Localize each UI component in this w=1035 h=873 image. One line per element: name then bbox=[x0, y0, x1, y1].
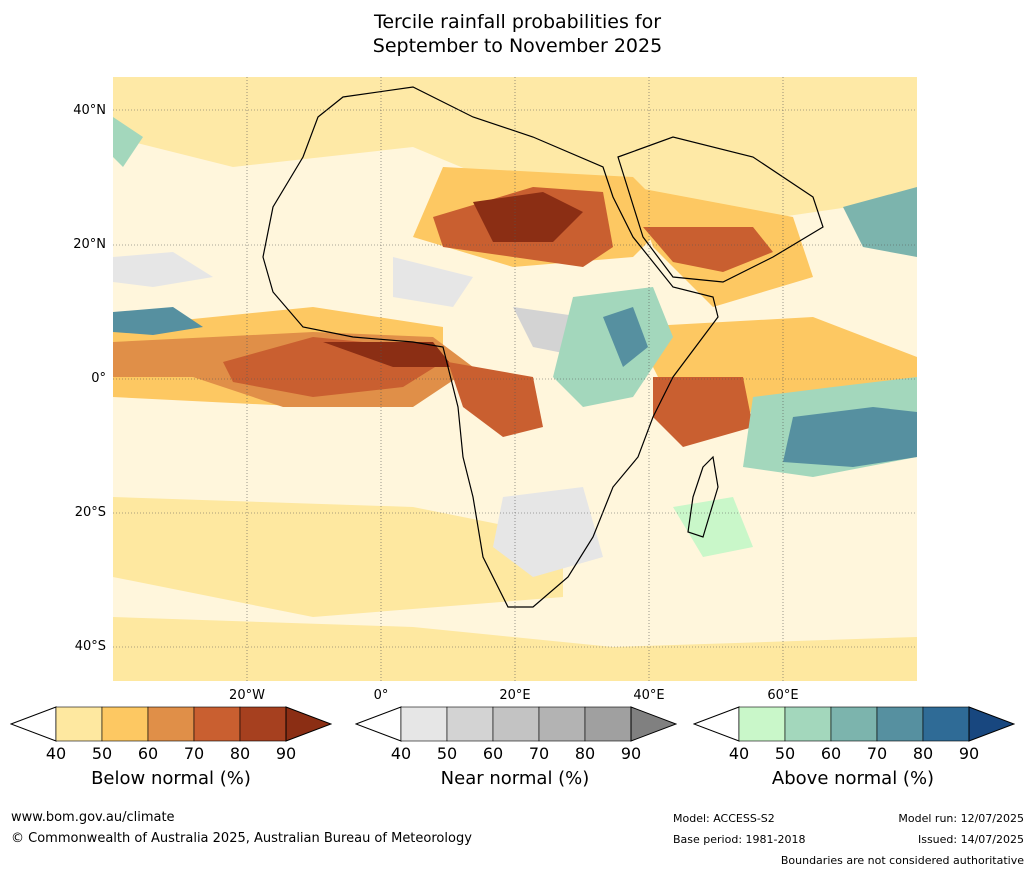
lat-label-20n: 20°N bbox=[73, 237, 106, 252]
colorbar-near-high-extend bbox=[630, 706, 677, 742]
colorbar-above-low-extend bbox=[693, 706, 740, 742]
coastline bbox=[262, 86, 719, 608]
colorbar-below-low-extend bbox=[10, 706, 57, 742]
footer-issued: Issued: 14/07/2025 bbox=[917, 833, 1024, 846]
footer-copyright: © Commonwealth of Australia 2025, Austra… bbox=[11, 831, 472, 846]
colorbar-below-tick: 70 bbox=[183, 744, 205, 763]
colorbar-label-above: Above normal (%) bbox=[771, 768, 935, 789]
colorbar-below-segment bbox=[55, 706, 103, 742]
colorbar-below-segment bbox=[101, 706, 149, 742]
colorbar-near-tick: 40 bbox=[390, 744, 412, 763]
lon-label-40e: 40°E bbox=[633, 688, 665, 703]
lon-label-60e: 60°E bbox=[767, 688, 799, 703]
colorbar-below-segment bbox=[193, 706, 241, 742]
title-line-1: Tercile rainfall probabilities for bbox=[373, 11, 662, 33]
colorbar-above-tick: 90 bbox=[958, 744, 980, 763]
colorbar-near-tick: 60 bbox=[482, 744, 504, 763]
title-line-2: September to November 2025 bbox=[372, 35, 663, 57]
colorbar-above-segment bbox=[738, 706, 786, 742]
footer-website: www.bom.gov.au/climate bbox=[11, 810, 175, 825]
colorbar-near-segment bbox=[492, 706, 540, 742]
colorbar-near-segment bbox=[446, 706, 494, 742]
colorbar-above-tick: 60 bbox=[820, 744, 842, 763]
footer-model-run: Model run: 12/07/2025 bbox=[898, 812, 1024, 825]
colorbar-near-normal bbox=[355, 706, 677, 742]
lon-label-0: 0° bbox=[373, 688, 389, 703]
colorbar-near-tick: 80 bbox=[574, 744, 596, 763]
lat-label-40s: 40°S bbox=[74, 639, 106, 654]
colorbar-below-tick: 90 bbox=[275, 744, 297, 763]
madagascar bbox=[687, 455, 719, 538]
colorbar-near-svg bbox=[355, 706, 677, 742]
lat-label-20s: 20°S bbox=[74, 505, 106, 520]
colorbar-near-tick: 90 bbox=[620, 744, 642, 763]
footer-base-period: Base period: 1981-2018 bbox=[673, 833, 806, 846]
colorbar-above-normal bbox=[693, 706, 1015, 742]
colorbar-label-below: Below normal (%) bbox=[91, 768, 251, 789]
colorbar-below-tick: 40 bbox=[45, 744, 67, 763]
colorbar-above-segment bbox=[784, 706, 832, 742]
colorbar-near-segment bbox=[584, 706, 632, 742]
lat-label-0: 0° bbox=[91, 371, 106, 386]
colorbar-near-segment bbox=[400, 706, 448, 742]
colorbar-above-tick: 80 bbox=[912, 744, 934, 763]
map-title: Tercile rainfall probabilities for Septe… bbox=[0, 10, 1035, 58]
rainfall-probability-map bbox=[113, 77, 917, 681]
colorbar-above-tick: 70 bbox=[866, 744, 888, 763]
colorbar-above-high-extend bbox=[968, 706, 1015, 742]
colorbar-near-low-extend bbox=[355, 706, 402, 742]
colorbar-below-high-extend bbox=[285, 706, 332, 742]
colorbar-below-normal bbox=[10, 706, 332, 742]
lat-label-40n: 40°N bbox=[73, 103, 106, 118]
colorbar-below-tick: 80 bbox=[229, 744, 251, 763]
colorbar-above-tick: 50 bbox=[774, 744, 796, 763]
colorbar-above-segment bbox=[830, 706, 878, 742]
colorbar-below-segment bbox=[239, 706, 287, 742]
graticule bbox=[113, 77, 917, 681]
colorbar-near-tick: 50 bbox=[436, 744, 458, 763]
colorbar-near-tick: 70 bbox=[528, 744, 550, 763]
lon-label-20w: 20°W bbox=[229, 688, 265, 703]
colorbar-below-tick: 50 bbox=[91, 744, 113, 763]
footer-model: Model: ACCESS-S2 bbox=[673, 812, 775, 825]
lon-label-20e: 20°E bbox=[499, 688, 531, 703]
colorbar-below-segment bbox=[147, 706, 195, 742]
colorbar-below-svg bbox=[10, 706, 332, 742]
colorbar-above-tick: 40 bbox=[728, 744, 750, 763]
arabian-coast bbox=[617, 136, 824, 283]
colorbar-near-segment bbox=[538, 706, 586, 742]
colorbar-below-tick: 60 bbox=[137, 744, 159, 763]
colorbar-above-segment bbox=[922, 706, 970, 742]
colorbar-above-segment bbox=[876, 706, 924, 742]
footer-disclaimer: Boundaries are not considered authoritat… bbox=[780, 854, 1024, 867]
colorbar-above-svg bbox=[693, 706, 1015, 742]
map-shading bbox=[113, 77, 917, 681]
colorbar-label-near: Near normal (%) bbox=[440, 768, 590, 789]
